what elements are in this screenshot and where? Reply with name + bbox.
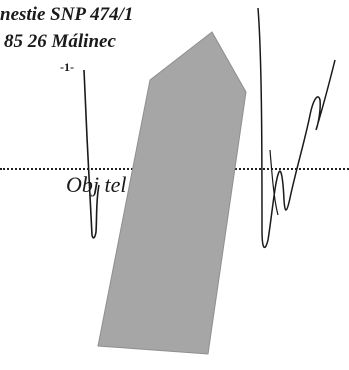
stamp-address-city: 85 26 Málinec bbox=[4, 31, 116, 52]
stamp-address-street: nestie SNP 474/1 bbox=[0, 4, 134, 25]
page-number: -1- bbox=[60, 60, 74, 74]
signature-label: Obj tel bbox=[66, 172, 127, 197]
